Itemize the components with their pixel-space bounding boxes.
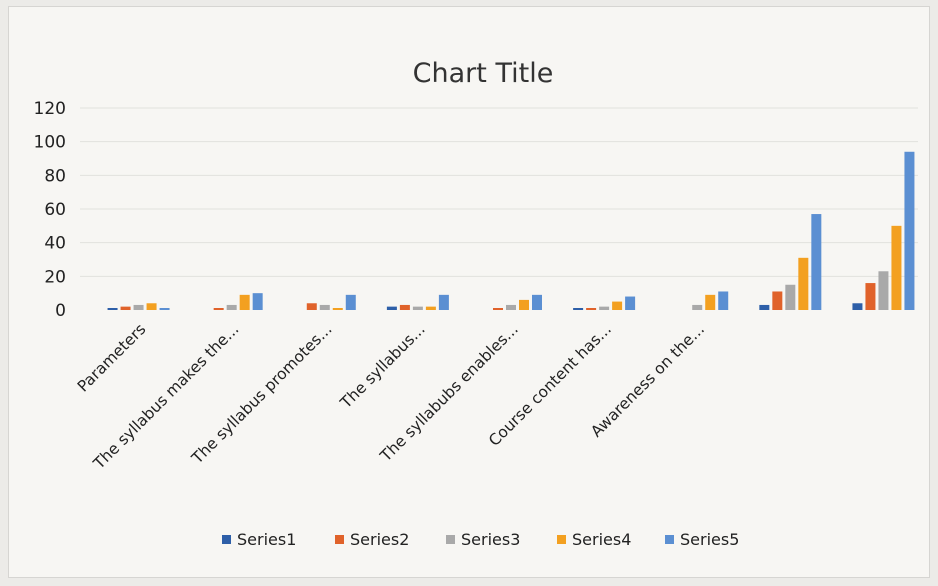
y-tick-label: 60 xyxy=(44,200,66,220)
bar-series5-6 xyxy=(718,291,729,310)
legend-swatch-series1 xyxy=(222,535,231,544)
bars xyxy=(107,151,915,310)
bar-series4-6 xyxy=(705,294,716,310)
bar-series2-1 xyxy=(213,308,224,310)
y-tick-label: 80 xyxy=(44,166,66,186)
bar-series3-0 xyxy=(133,304,144,310)
legend-swatch-series4 xyxy=(557,535,566,544)
legend-swatch-series5 xyxy=(665,535,674,544)
legend: Series1 Series2 Series3 Series4 Series5 xyxy=(222,530,739,549)
bar-series4-2 xyxy=(332,308,343,310)
bar-series4-7 xyxy=(798,257,809,310)
bar-series5-3 xyxy=(438,294,449,310)
chart-title: Chart Title xyxy=(413,58,554,89)
x-category-label: Parameters xyxy=(74,320,149,395)
bar-series2-2 xyxy=(306,303,317,310)
bar-series5-0 xyxy=(159,308,170,310)
bar-series3-6 xyxy=(692,304,703,310)
legend-label-series1: Series1 xyxy=(237,530,296,549)
gridlines xyxy=(80,107,918,277)
bar-series3-1 xyxy=(226,304,237,310)
legend-label-series3: Series3 xyxy=(461,530,520,549)
bar-series3-2 xyxy=(319,304,330,310)
bar-series3-7 xyxy=(785,284,796,310)
bar-series1-8 xyxy=(852,303,863,310)
bar-series3-5 xyxy=(599,306,610,310)
y-tick-label: 100 xyxy=(34,133,66,153)
y-tick-label: 0 xyxy=(55,301,66,321)
bar-series1-0 xyxy=(107,308,118,310)
x-category-label: The syllabus... xyxy=(336,320,428,412)
bar-series4-1 xyxy=(239,294,250,310)
bar-series2-8 xyxy=(865,283,876,310)
bar-series5-2 xyxy=(345,294,356,310)
bar-series5-1 xyxy=(252,293,263,310)
bar-series3-4 xyxy=(506,304,516,310)
bar-series2-4 xyxy=(493,308,503,310)
legend-swatch-series3 xyxy=(446,535,455,544)
y-axis-ticks: 0 20 40 60 80 100 120 xyxy=(34,99,66,321)
bar-series4-4 xyxy=(519,299,529,310)
bar-series2-7 xyxy=(772,291,783,310)
bar-series1-5 xyxy=(573,308,584,310)
y-tick-label: 40 xyxy=(44,234,66,254)
bar-series4-8 xyxy=(891,225,902,310)
bar-series4-0 xyxy=(146,303,157,310)
y-tick-label: 20 xyxy=(44,267,66,287)
bar-series5-4 xyxy=(532,294,542,310)
bar-series5-8 xyxy=(904,151,915,310)
legend-label-series4: Series4 xyxy=(572,530,631,549)
legend-label-series2: Series2 xyxy=(350,530,409,549)
bar-series2-0 xyxy=(120,306,131,310)
bar-series3-8 xyxy=(878,271,889,310)
y-tick-label: 120 xyxy=(34,99,66,119)
bar-series2-5 xyxy=(586,308,597,310)
bar-series3-3 xyxy=(412,306,423,310)
bar-series1-3 xyxy=(386,306,397,310)
legend-swatch-series2 xyxy=(335,535,344,544)
bar-series5-5 xyxy=(625,296,636,310)
bar-series5-7 xyxy=(811,214,822,310)
bar-series4-3 xyxy=(425,306,436,310)
bar-series2-3 xyxy=(399,304,410,310)
bar-series4-5 xyxy=(612,301,623,310)
bar-series1-7 xyxy=(759,304,770,310)
legend-label-series5: Series5 xyxy=(680,530,739,549)
